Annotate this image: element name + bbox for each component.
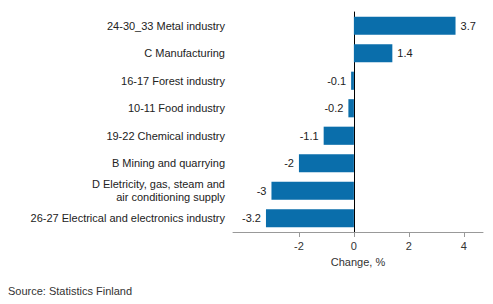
svg-text:Source: Statistics Finland: Source: Statistics Finland [8, 285, 132, 297]
svg-text:19-22 Chemical industry: 19-22 Chemical industry [106, 130, 225, 142]
svg-text:0: 0 [351, 240, 357, 252]
svg-text:-0.2: -0.2 [324, 102, 343, 114]
svg-text:D Eletricity, gas, steam and: D Eletricity, gas, steam and [92, 178, 225, 190]
svg-text:-2: -2 [284, 157, 294, 169]
svg-text:C Manufacturing: C Manufacturing [144, 47, 225, 59]
svg-text:-1.1: -1.1 [300, 130, 319, 142]
svg-text:B Mining and quarrying: B Mining and quarrying [112, 157, 225, 169]
svg-text:10-11 Food industry: 10-11 Food industry [128, 102, 226, 114]
svg-text:16-17 Forest industry: 16-17 Forest industry [121, 75, 225, 87]
svg-text:-2: -2 [294, 240, 304, 252]
svg-text:-3.2: -3.2 [242, 212, 261, 224]
svg-text:-3: -3 [257, 185, 267, 197]
svg-text:24-30_33 Metal industry: 24-30_33 Metal industry [107, 20, 226, 32]
svg-text:1.4: 1.4 [397, 47, 412, 59]
svg-text:26-27 Electrical and electroni: 26-27 Electrical and electronics industr… [31, 212, 226, 224]
svg-text:3.7: 3.7 [461, 20, 476, 32]
svg-text:2: 2 [406, 240, 412, 252]
svg-text:-0.1: -0.1 [327, 75, 346, 87]
svg-text:4: 4 [461, 240, 467, 252]
svg-text:Change, %: Change, % [331, 256, 386, 268]
svg-text:air conditioning supply: air conditioning supply [116, 191, 225, 203]
